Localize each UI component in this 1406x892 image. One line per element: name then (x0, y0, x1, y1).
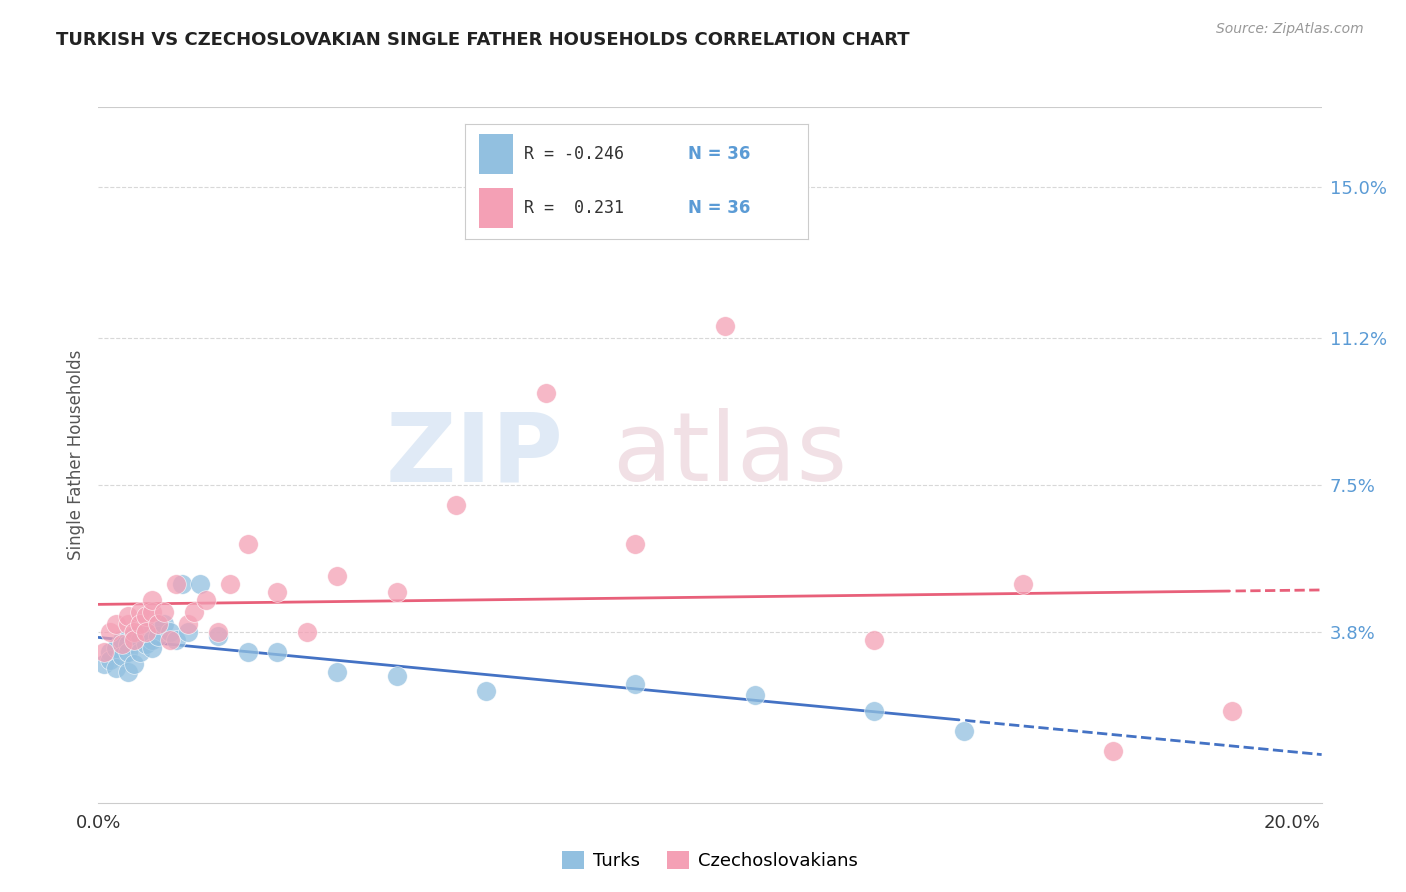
Point (194, 593, 217, 607)
Point (744, 689, 766, 703)
Point (141, 640, 163, 655)
Point (170, 577, 193, 591)
Point (141, 593, 163, 607)
Text: N = 36: N = 36 (688, 199, 751, 218)
Point (624, 537, 647, 551)
Point (117, 637, 139, 651)
Point (129, 605, 152, 619)
Point (105, 640, 128, 655)
Point (297, 624, 319, 639)
Point (146, 629, 169, 643)
Text: ZIP: ZIP (385, 409, 564, 501)
Point (159, 624, 181, 639)
Point (93, 645, 115, 659)
Text: Source: ZipAtlas.com: Source: ZipAtlas.com (1216, 22, 1364, 37)
Point (534, 386, 557, 401)
Point (863, 632, 886, 647)
Point (385, 668, 408, 682)
Bar (479, 134, 513, 174)
Point (385, 585, 408, 599)
Point (714, 318, 737, 333)
Point (863, 704, 886, 718)
Point (98, 624, 121, 639)
Point (1012, 577, 1035, 591)
Point (146, 616, 169, 631)
Point (218, 577, 240, 591)
Point (1220, 704, 1243, 718)
Point (236, 645, 259, 659)
Text: R = -0.246: R = -0.246 (523, 145, 624, 163)
Point (177, 624, 200, 639)
Bar (479, 187, 513, 227)
Point (326, 665, 349, 679)
Point (266, 645, 288, 659)
Point (135, 637, 157, 651)
Point (122, 632, 145, 647)
Point (135, 609, 157, 624)
Point (117, 609, 139, 624)
Point (177, 616, 200, 631)
Point (135, 624, 157, 639)
Point (122, 657, 145, 671)
Point (326, 569, 349, 583)
Point (153, 616, 176, 631)
Point (207, 629, 229, 643)
Point (188, 577, 211, 591)
Point (1101, 744, 1123, 758)
Point (117, 665, 139, 679)
Point (105, 660, 128, 674)
Point (207, 624, 229, 639)
Point (98, 653, 121, 667)
Text: TURKISH VS CZECHOSLOVAKIAN SINGLE FATHER HOUSEHOLDS CORRELATION CHART: TURKISH VS CZECHOSLOVAKIAN SINGLE FATHER… (56, 31, 910, 49)
Point (165, 632, 187, 647)
Legend: Turks, Czechoslovakians: Turks, Czechoslovakians (555, 844, 865, 877)
Point (122, 624, 145, 639)
Point (111, 632, 134, 647)
Point (141, 632, 163, 647)
Point (165, 577, 187, 591)
Y-axis label: Single Father Households: Single Father Households (67, 350, 86, 560)
Point (183, 605, 205, 619)
Point (141, 605, 163, 619)
Text: atlas: atlas (612, 409, 848, 501)
Point (146, 616, 169, 631)
Text: N = 36: N = 36 (688, 145, 751, 163)
Point (129, 632, 152, 647)
Point (105, 616, 128, 631)
Point (236, 537, 259, 551)
Point (111, 637, 134, 651)
Point (159, 632, 181, 647)
Text: R =  0.231: R = 0.231 (523, 199, 624, 218)
Point (952, 724, 974, 739)
Point (111, 648, 134, 663)
Point (446, 498, 468, 512)
Point (129, 616, 152, 631)
Point (93, 657, 115, 671)
Point (122, 629, 145, 643)
Point (98, 645, 121, 659)
Point (475, 684, 498, 698)
Point (135, 624, 157, 639)
Point (129, 645, 152, 659)
Point (117, 645, 139, 659)
Point (624, 676, 647, 690)
Point (153, 605, 176, 619)
Point (266, 585, 288, 599)
Point (117, 616, 139, 631)
